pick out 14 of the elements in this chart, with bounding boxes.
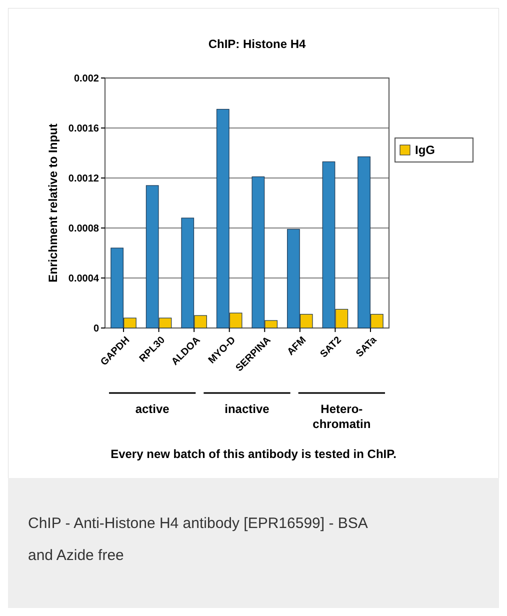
y-tick-label: 0.0004 — [68, 274, 100, 284]
text: Every new batch of this antibody is tested in ChIP. — [110, 447, 396, 461]
text: inactive — [224, 402, 270, 416]
y-tick-label: 0.002 — [74, 74, 100, 84]
chart-title: ChIP: Histone H4 — [208, 37, 306, 51]
y-axis-title: Enrichment relative to Input — [46, 124, 60, 282]
legend-label: IgG — [415, 143, 435, 158]
y-tick-label: 0.0012 — [68, 174, 100, 184]
y-tick-label: 0.0016 — [68, 124, 100, 134]
y-tick-label: 0.0008 — [68, 224, 100, 234]
text: active — [135, 402, 170, 416]
text: Hetero-chromatin — [312, 402, 371, 431]
y-tick-label: 0 — [93, 324, 100, 334]
text: ChIP - Anti-Histone H4 antibody [EPR16599] - BSA and Azide free — [28, 515, 368, 564]
